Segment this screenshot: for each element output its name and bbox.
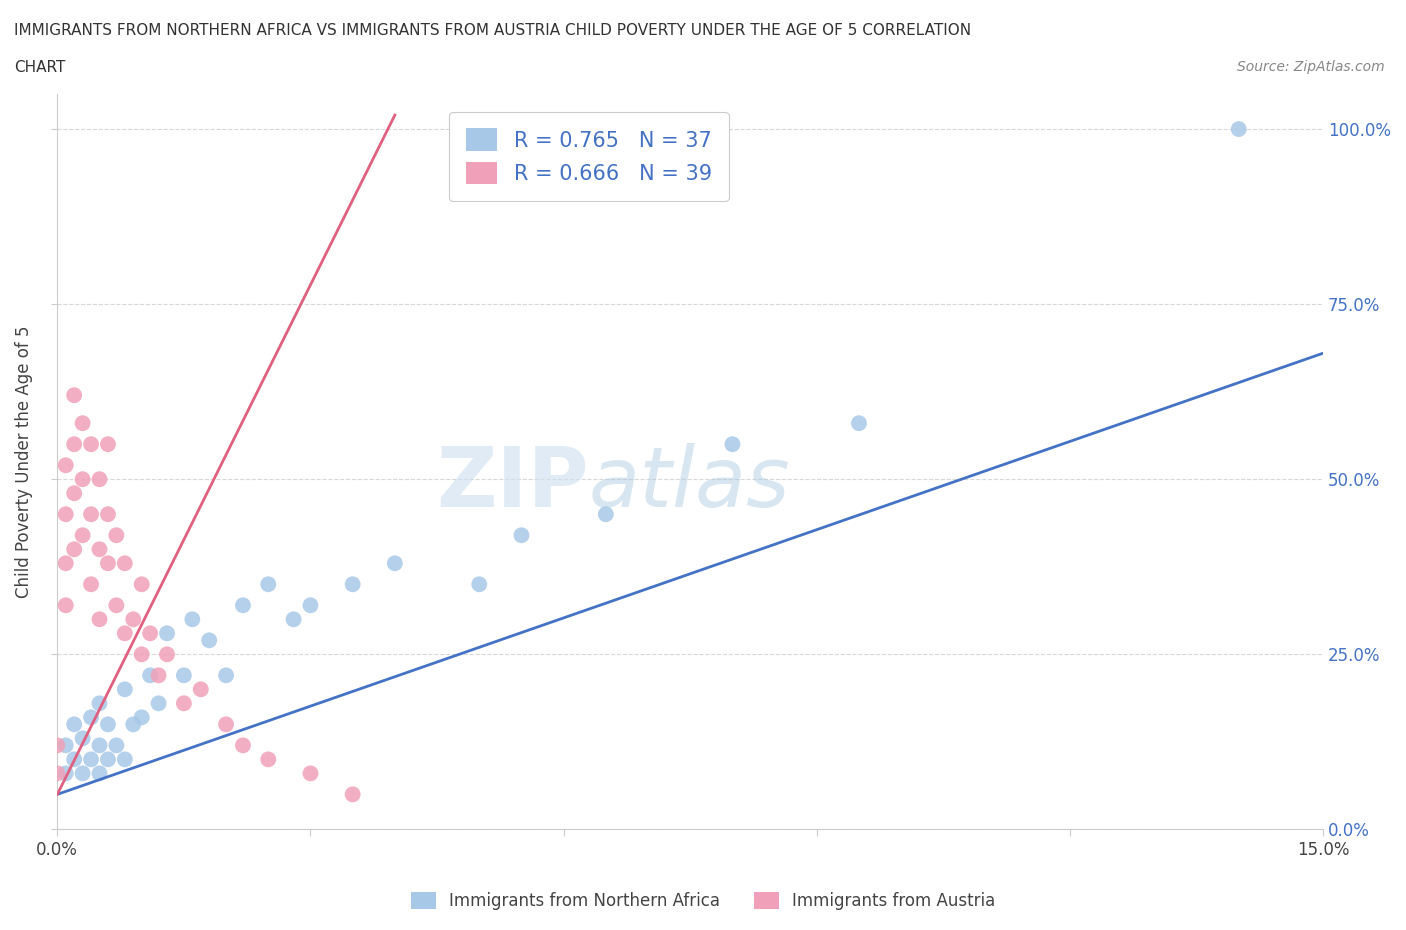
Point [299, 598, 322, 613]
Text: atlas: atlas [589, 444, 790, 525]
Point [283, 612, 305, 627]
Point [97, 507, 120, 522]
Point [72, 766, 94, 781]
Point [139, 668, 162, 683]
Text: IMMIGRANTS FROM NORTHERN AFRICA VS IMMIGRANTS FROM AUSTRIA CHILD POVERTY UNDER T: IMMIGRANTS FROM NORTHERN AFRICA VS IMMIG… [14, 23, 972, 38]
Point [131, 647, 153, 662]
Point [72, 731, 94, 746]
Point [55, 737, 77, 752]
Text: ZIP: ZIP [436, 444, 589, 525]
Point [215, 668, 238, 683]
Point [114, 556, 136, 571]
Point [97, 752, 120, 767]
Point [80, 710, 103, 724]
Point [114, 682, 136, 697]
Point [257, 577, 280, 591]
Point [299, 766, 322, 781]
Point [89, 696, 111, 711]
Legend: Immigrants from Northern Africa, Immigrants from Austria: Immigrants from Northern Africa, Immigra… [404, 885, 1002, 917]
Point [848, 416, 870, 431]
Point [131, 577, 153, 591]
Point [173, 668, 195, 683]
Point [89, 737, 111, 752]
Point [55, 507, 77, 522]
Text: CHART: CHART [14, 60, 66, 75]
Point [131, 710, 153, 724]
Point [72, 472, 94, 486]
Point [89, 472, 111, 486]
Point [89, 612, 111, 627]
Point [63, 388, 86, 403]
Point [72, 416, 94, 431]
Point [63, 752, 86, 767]
Point [80, 752, 103, 767]
Point [46, 766, 69, 781]
Point [232, 737, 254, 752]
Point [97, 437, 120, 452]
Point [63, 717, 86, 732]
Point [215, 717, 238, 732]
Point [80, 437, 103, 452]
Point [46, 737, 69, 752]
Point [190, 682, 212, 697]
Point [63, 542, 86, 557]
Point [468, 577, 491, 591]
Point [55, 458, 77, 472]
Point [510, 528, 533, 543]
Point [156, 647, 179, 662]
Legend: R = 0.765   N = 37, R = 0.666   N = 39: R = 0.765 N = 37, R = 0.666 N = 39 [450, 112, 728, 201]
Point [114, 626, 136, 641]
Point [122, 717, 145, 732]
Point [148, 668, 170, 683]
Point [105, 598, 128, 613]
Point [721, 437, 744, 452]
Point [114, 752, 136, 767]
Point [72, 528, 94, 543]
Point [232, 598, 254, 613]
Point [97, 556, 120, 571]
Text: Source: ZipAtlas.com: Source: ZipAtlas.com [1237, 60, 1385, 74]
Point [63, 485, 86, 500]
Point [1227, 122, 1250, 137]
Point [80, 507, 103, 522]
Point [342, 787, 364, 802]
Point [342, 577, 364, 591]
Point [148, 696, 170, 711]
Point [173, 696, 195, 711]
Point [89, 766, 111, 781]
Point [55, 766, 77, 781]
Point [89, 542, 111, 557]
Point [63, 437, 86, 452]
Point [105, 737, 128, 752]
Point [156, 626, 179, 641]
Point [139, 626, 162, 641]
Point [80, 577, 103, 591]
Point [122, 612, 145, 627]
Point [181, 612, 204, 627]
Point [97, 717, 120, 732]
Point [384, 556, 406, 571]
Y-axis label: Child Poverty Under the Age of 5: Child Poverty Under the Age of 5 [15, 326, 32, 598]
Point [198, 633, 221, 648]
Point [55, 598, 77, 613]
Point [105, 528, 128, 543]
Point [595, 507, 617, 522]
Point [55, 556, 77, 571]
Point [257, 752, 280, 767]
